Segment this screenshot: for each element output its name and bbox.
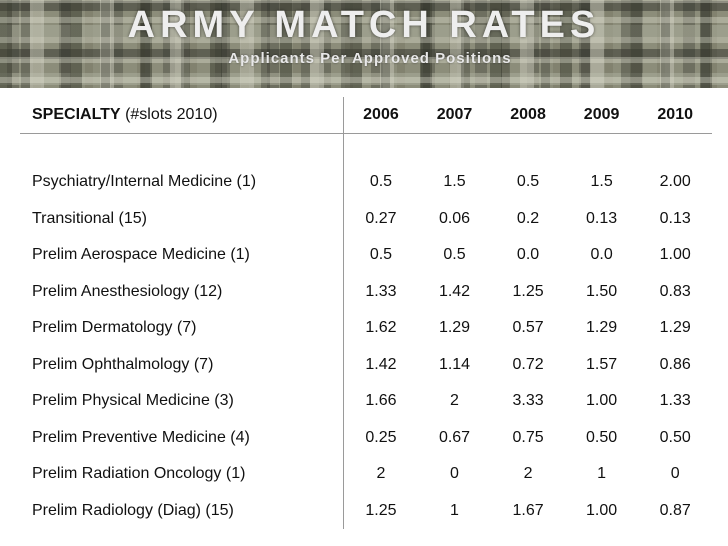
- table-header-row: SPECIALTY (#slots 2010) 2006 2007 2008 2…: [20, 97, 712, 134]
- rate-cell-2009: 0.13: [586, 209, 618, 227]
- rate-cell-2008: 0.75: [512, 428, 544, 446]
- page-subtitle: Applicants Per Approved Positions: [228, 50, 512, 67]
- match-rates-table: SPECIALTY (#slots 2010) 2006 2007 2008 2…: [20, 97, 712, 529]
- table-row: Prelim Preventive Medicine (4) 0.25 0.67 0.…: [20, 419, 712, 456]
- rate-cell-2008: 2: [523, 465, 533, 483]
- spacer-cell: [20, 133, 345, 164]
- rate-cell-2006: 2: [376, 465, 386, 483]
- rate-cell-2007: 0.67: [438, 428, 471, 446]
- year-header-2010: 2010: [657, 106, 693, 123]
- rate-cell-2009: 1.29: [586, 319, 618, 337]
- rate-cell-2007: 0.5: [443, 246, 466, 264]
- table-row: Prelim Radiation Oncology (1) 2 0 2 1 0: [20, 456, 712, 493]
- rate-cell-2006: 1.42: [365, 355, 397, 373]
- rate-cell-2006: 1.62: [365, 319, 397, 337]
- rate-cell-2009: 1: [597, 465, 607, 483]
- rate-cell-2010: 2.00: [659, 173, 691, 191]
- rate-cell-2006: 0.25: [365, 428, 397, 446]
- table-row: Prelim Radiology (Diag) (15) 1.25 1 1.67 1.0…: [20, 492, 712, 529]
- rate-cell-2008: 1.67: [512, 501, 544, 519]
- rate-cell-2007: 1.42: [438, 282, 471, 300]
- rate-cell-2008: 0.72: [512, 355, 544, 373]
- rate-cell-2010: 0.50: [659, 428, 691, 446]
- year-header-2006: 2006: [363, 106, 399, 123]
- year-header-2009: 2009: [583, 106, 620, 123]
- specialty-cell: Prelim Radiology (Diag) (15): [20, 492, 345, 529]
- rate-cell-2007: 1.14: [438, 355, 471, 373]
- rate-cell-2006: 0.5: [369, 246, 393, 264]
- rate-cell-2009: 1.5: [590, 173, 613, 191]
- rate-cell-2008: 0.2: [516, 209, 540, 227]
- table-row: Prelim Physical Medicine (3) 1.66 2 3.33 1.0…: [20, 383, 712, 420]
- rate-cell-2009: 1.00: [586, 392, 618, 410]
- rate-cell-2008: 0.5: [516, 173, 540, 191]
- specialty-column-header: SPECIALTY (#slots 2010): [20, 97, 345, 134]
- specialty-cell: Prelim Anesthesiology (12): [20, 273, 345, 310]
- rate-cell-2009: 1.57: [586, 355, 618, 373]
- rate-cell-2010: 0.87: [659, 501, 691, 519]
- rate-cell-2010: 0: [670, 465, 680, 483]
- rate-cell-2010: 1.29: [659, 319, 691, 337]
- specialty-cell: Prelim Radiation Oncology (1): [20, 456, 345, 493]
- rate-cell-2010: 1.00: [659, 246, 691, 264]
- rate-cell-2006: 1.25: [365, 501, 397, 519]
- table-row: Prelim Anesthesiology (12) 1.33 1.42 1.25 1.…: [20, 273, 712, 310]
- specialty-note: (#slots 2010): [125, 106, 218, 123]
- rate-cell-2009: 0.0: [590, 246, 613, 264]
- rate-cell-2006: 0.5: [369, 173, 393, 191]
- specialty-cell: Transitional (15): [20, 200, 345, 237]
- table-row: Prelim Dermatology (7) 1.62 1.29 0.57 1.29 1.…: [20, 310, 712, 347]
- rate-cell-2010: 1.33: [659, 392, 691, 410]
- rate-cell-2010: 0.86: [659, 355, 691, 373]
- year-header-2008: 2008: [510, 106, 546, 123]
- rate-cell-2008: 0.57: [512, 319, 544, 337]
- rate-cell-2009: 1.50: [586, 282, 618, 300]
- rate-cell-2007: 2: [450, 392, 459, 410]
- specialty-cell: Prelim Ophthalmology (7): [20, 346, 345, 383]
- year-header-2007: 2007: [436, 106, 473, 123]
- rate-cell-2006: 0.27: [365, 209, 397, 227]
- specialty-cell: Psychiatry/Internal Medicine (1): [20, 164, 345, 201]
- table-row: Transitional (15) 0.27 0.06 0.2 0.13 0.13: [20, 200, 712, 237]
- camouflage-banner: [0, 0, 728, 88]
- rate-cell-2006: 1.66: [365, 392, 397, 410]
- specialty-cell: Prelim Aerospace Medicine (1): [20, 237, 345, 274]
- rate-cell-2010: 0.13: [659, 209, 691, 227]
- rate-cell-2010: 0.83: [659, 282, 691, 300]
- specialty-cell: Prelim Dermatology (7): [20, 310, 345, 347]
- table-row: Psychiatry/Internal Medicine (1) 0.5 1.5 0.…: [20, 164, 712, 201]
- specialty-cell: Prelim Preventive Medicine (4): [20, 419, 345, 456]
- rate-cell-2009: 1.00: [586, 501, 618, 519]
- page-title: ARMY MATCH RATES: [127, 4, 601, 46]
- rate-cell-2008: 1.25: [512, 282, 544, 300]
- rate-cell-2007: 1.5: [443, 173, 466, 191]
- rate-cell-2008: 3.33: [512, 392, 544, 410]
- table-row: Prelim Ophthalmology (7) 1.42 1.14 0.72 1.57…: [20, 346, 712, 383]
- rate-cell-2009: 0.50: [586, 428, 618, 446]
- rate-cell-2007: 1.29: [438, 319, 471, 337]
- spacer-row: [20, 133, 712, 164]
- rate-cell-2006: 1.33: [365, 282, 397, 300]
- table-body: Psychiatry/Internal Medicine (1) 0.5 1.5 0.…: [20, 164, 712, 529]
- specialty-cell: Prelim Physical Medicine (3): [20, 383, 345, 420]
- rate-cell-2007: 0: [450, 465, 459, 483]
- specialty-label: SPECIALTY: [32, 106, 121, 123]
- rate-cell-2008: 0.0: [516, 246, 540, 264]
- rate-cell-2007: 0.06: [438, 209, 471, 227]
- table-row: Prelim Aerospace Medicine (1) 0.5 0.5 0.0 0.…: [20, 237, 712, 274]
- rate-cell-2007: 1: [450, 501, 459, 519]
